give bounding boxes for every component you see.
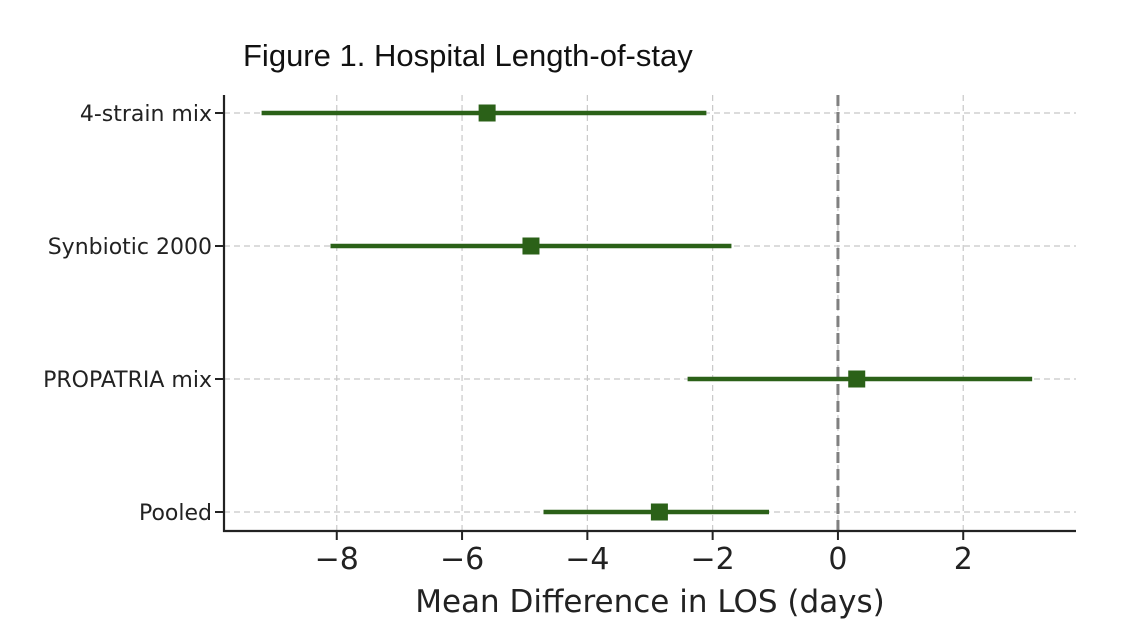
x-tick-label: −2: [691, 542, 735, 577]
estimate-marker: [522, 237, 540, 255]
grid-lines: [224, 95, 1076, 531]
y-tick-label: Synbiotic 2000: [48, 235, 212, 260]
x-tick-label: −4: [565, 542, 609, 577]
x-tick-label: −8: [315, 542, 359, 577]
y-tick-label: 4-strain mix: [80, 102, 212, 127]
axes: [215, 95, 1076, 540]
y-tick-label: Pooled: [139, 501, 212, 526]
x-axis-label: Mean Difference in LOS (days): [415, 584, 885, 620]
y-tick-labels: 4-strain mix Synbiotic 2000 PROPATRIA mix P…: [43, 102, 212, 526]
y-tick-label: PROPATRIA mix: [43, 368, 212, 393]
confidence-intervals: [261, 110, 1033, 515]
x-tick-label: −6: [440, 542, 484, 577]
point-estimates: [478, 104, 866, 521]
x-tick-label: 2: [954, 542, 973, 577]
x-tick-labels: −8 −6 −4 −2 0 2: [315, 542, 973, 577]
estimate-marker: [848, 370, 866, 388]
estimate-marker: [650, 503, 668, 521]
x-tick-label: 0: [828, 542, 847, 577]
estimate-marker: [478, 104, 496, 122]
chart-title: Figure 1. Hospital Length-of-stay: [243, 38, 693, 73]
